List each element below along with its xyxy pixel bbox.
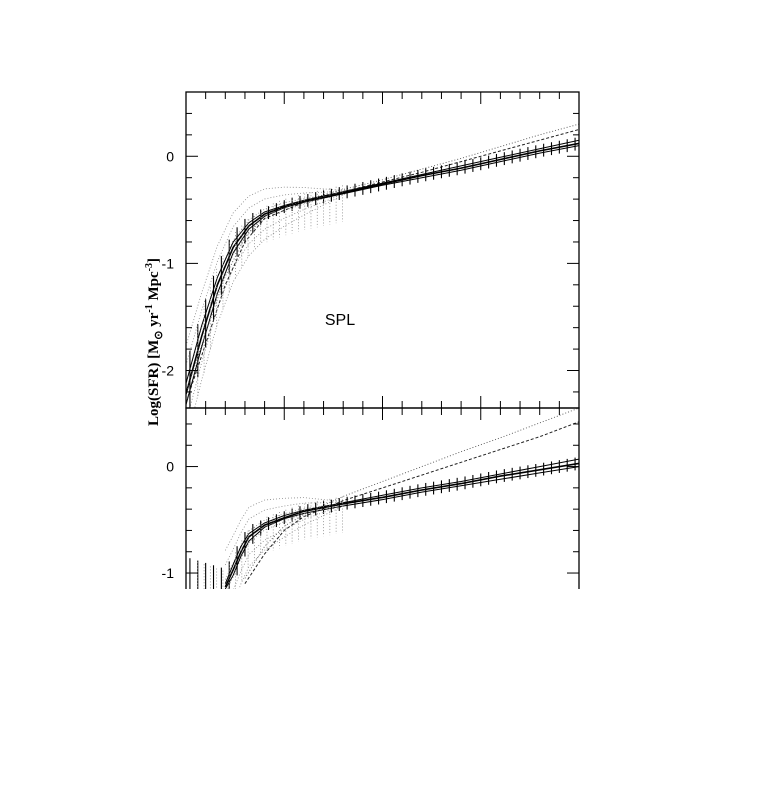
bottom-series-group [224, 408, 579, 589]
top-series-dotted [186, 123, 579, 393]
top-series-dashed [186, 129, 579, 403]
top-errorbars [189, 137, 576, 408]
bottom-panel: 0 -1 [162, 407, 580, 589]
spl-annotation: SPL [325, 312, 355, 329]
bottom-errorbars [189, 457, 576, 589]
bottom-series-dotted [244, 408, 579, 579]
top-series-main-solid [186, 142, 579, 395]
top-panel: 0 -1 -2 SPL [162, 91, 580, 409]
top-ticks [186, 91, 579, 408]
bottom-spread-curve [238, 503, 348, 589]
bottom-series-dashed [244, 421, 579, 584]
top-ytick-label: -1 [162, 255, 175, 271]
top-spread-curve [189, 192, 348, 408]
top-series-solid-band-upper [186, 139, 579, 384]
bottom-series-main-solid [224, 462, 579, 588]
top-spread-curve [194, 192, 348, 408]
bottom-series-solid-band-lower [224, 466, 579, 589]
top-ytick-label: -2 [162, 363, 175, 379]
y-axis-label: Log(SFR) [M⊙ yr-1 Mpc-3] [144, 258, 165, 426]
bottom-ytick-label: -1 [162, 565, 175, 581]
bottom-spread-curve [224, 502, 348, 566]
bottom-ticks [186, 408, 579, 574]
bottom-spread-curve [233, 503, 348, 589]
bottom-frame [185, 407, 580, 589]
top-series-group [186, 123, 579, 408]
top-ytick-labels: 0 -1 -2 [162, 148, 175, 378]
bottom-ytick-label: 0 [166, 459, 174, 475]
top-spread-curve [186, 190, 348, 366]
top-spread-curve [186, 186, 348, 347]
bottom-ytick-labels: 0 -1 [162, 459, 175, 581]
top-ytick-label: 0 [166, 148, 174, 164]
